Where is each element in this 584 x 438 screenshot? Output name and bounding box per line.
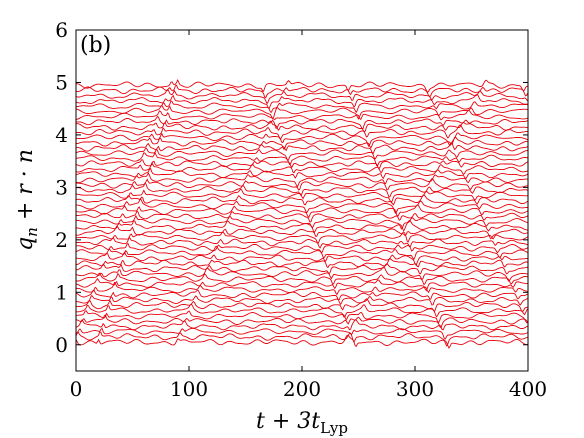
series-line-12 [76, 272, 528, 286]
series-line-35 [76, 151, 528, 166]
series-line-8 [76, 294, 528, 306]
series-line-6 [76, 303, 528, 318]
x-tick-label-4: 400 [509, 377, 547, 401]
series-line-41 [76, 120, 528, 133]
series-line-40 [76, 124, 528, 141]
series-line-38 [76, 136, 528, 151]
series-line-9 [76, 289, 528, 301]
series-line-25 [76, 204, 528, 219]
y-axis-title-rest: + r · n [13, 149, 38, 227]
y-tick-label-3: 3 [55, 175, 68, 199]
series-line-49 [76, 78, 528, 93]
series-line-19 [76, 236, 528, 249]
series-line-14 [76, 263, 528, 275]
x-axis-title-sub: Lyp [320, 419, 348, 437]
y-axis-title-sub: n [23, 227, 41, 237]
x-axis-title: t + 3tLyp [256, 409, 348, 437]
series-group [76, 78, 528, 349]
series-line-5 [76, 310, 528, 324]
series-line-37 [76, 142, 528, 155]
series-line-18 [76, 242, 528, 254]
y-tick-label-4: 4 [55, 123, 68, 147]
series-line-1 [76, 331, 528, 347]
series-line-2 [76, 327, 528, 340]
x-tick-label-1: 100 [170, 377, 208, 401]
series-line-3 [76, 319, 528, 331]
series-line-46 [76, 93, 528, 110]
y-tick-label-6: 6 [55, 18, 68, 42]
series-line-0 [76, 334, 528, 349]
series-line-42 [76, 115, 528, 130]
series-line-4 [76, 314, 528, 329]
series-line-11 [76, 277, 528, 292]
series-line-10 [76, 281, 528, 296]
series-line-36 [76, 147, 528, 161]
series-line-20 [76, 231, 528, 245]
series-line-32 [76, 167, 528, 180]
x-axis-title-main: t + 3t [256, 409, 320, 434]
y-axis-title: qn + r · n [13, 149, 41, 251]
y-tick-label-5: 5 [55, 70, 68, 94]
y-axis-title-main: q [13, 237, 38, 251]
y-tick-label-2: 2 [55, 228, 68, 252]
series-line-16 [76, 251, 528, 266]
series-line-29 [76, 182, 528, 198]
series-line-15 [76, 258, 528, 269]
ticks-group: 0 100 200 300 400 0 1 2 3 4 5 6 [55, 18, 547, 401]
series-line-34 [76, 159, 528, 170]
series-line-26 [76, 197, 528, 215]
series-line-44 [76, 104, 528, 120]
series-line-27 [76, 194, 528, 206]
series-line-7 [76, 298, 528, 313]
y-tick-label-1: 1 [55, 280, 68, 304]
series-line-24 [76, 210, 528, 223]
series-line-13 [76, 266, 528, 282]
series-line-33 [76, 162, 528, 176]
series-line-31 [76, 172, 528, 188]
series-line-39 [76, 132, 528, 148]
series-line-23 [76, 214, 528, 230]
series-line-28 [76, 188, 528, 204]
series-line-48 [76, 84, 528, 99]
x-tick-label-3: 300 [396, 377, 434, 401]
series-line-45 [76, 100, 528, 114]
series-line-22 [76, 219, 528, 234]
y-tick-label-0: 0 [55, 333, 68, 357]
series-line-43 [76, 109, 528, 121]
panel-label: (b) [80, 33, 111, 58]
x-tick-label-2: 200 [283, 377, 321, 401]
x-tick-label-0: 0 [70, 377, 83, 401]
series-line-17 [76, 245, 528, 261]
series-line-47 [76, 88, 528, 105]
series-line-30 [76, 178, 528, 191]
